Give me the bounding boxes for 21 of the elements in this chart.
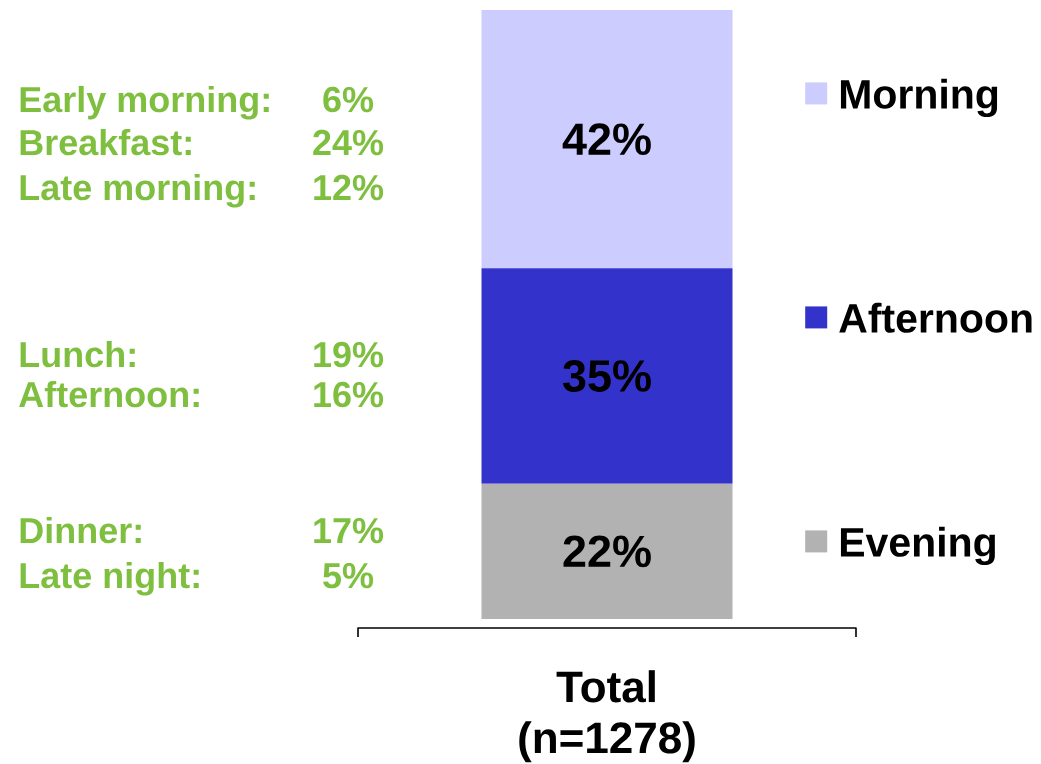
text: 24% — [313, 129, 384, 156]
text: 16% — [314, 381, 384, 408]
text: Early morning: — [20, 85, 269, 120]
data-label: 35% — [563, 360, 651, 392]
legend-label: Evening — [840, 526, 995, 566]
text: Late morning: — [20, 173, 255, 208]
text: 12% — [314, 174, 384, 201]
text: 5% — [323, 562, 374, 589]
legend-label: Morning — [840, 78, 998, 118]
text: 6% — [323, 86, 374, 113]
legend-label: Afternoon — [839, 302, 1032, 333]
text: Lunch: — [20, 340, 135, 368]
text: 19% — [314, 341, 384, 368]
text: 17% — [314, 517, 384, 544]
data-label: 22% — [563, 535, 651, 568]
text: Dinner: — [20, 516, 141, 544]
x-tick-label: Total (n=1278) — [519, 670, 695, 763]
text: Breakfast: — [20, 128, 191, 156]
data-label: 42% — [562, 123, 651, 156]
text: Afternoon: — [19, 380, 199, 408]
text: Late night: — [20, 561, 199, 596]
